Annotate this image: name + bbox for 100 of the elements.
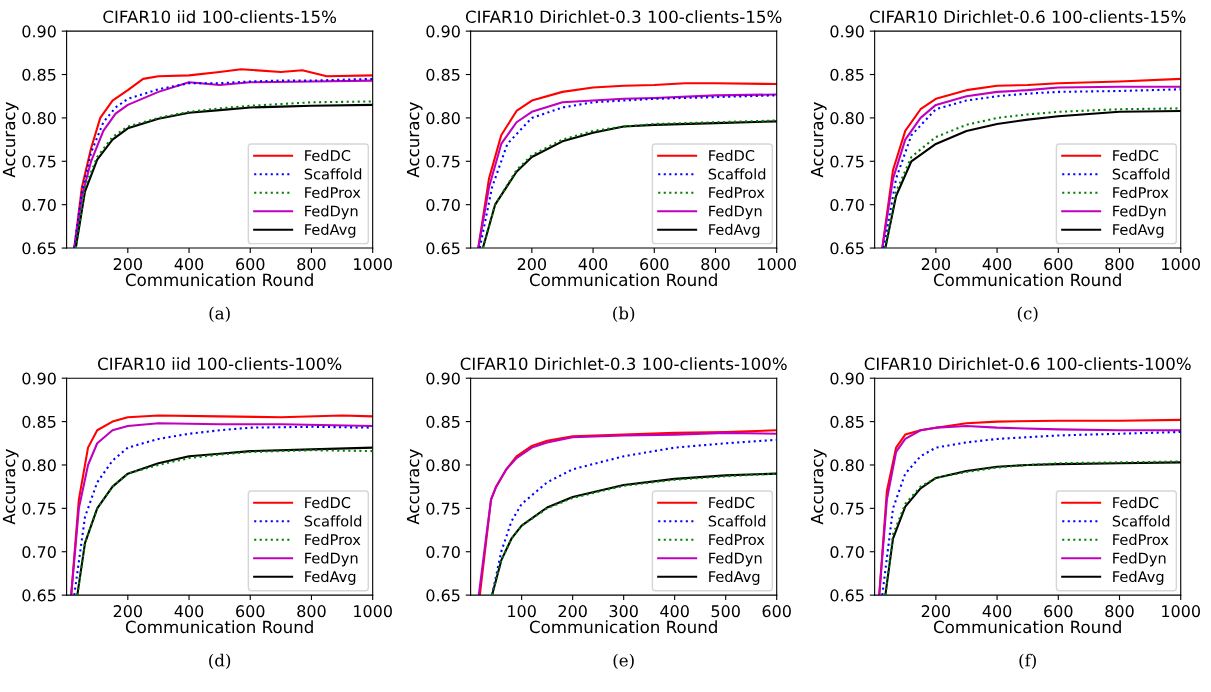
legend-label: FedDyn bbox=[709, 205, 762, 220]
y-tick-label: 0.90 bbox=[426, 25, 460, 38]
legend-label: FedAvg bbox=[1113, 570, 1164, 585]
legend-label: FedDyn bbox=[1113, 205, 1166, 220]
y-axis-title: Accuracy bbox=[810, 102, 827, 178]
y-tick-label: 0.90 bbox=[426, 372, 460, 385]
y-tick-label: 0.70 bbox=[22, 545, 56, 559]
x-tick-label: 1000 bbox=[1162, 605, 1200, 618]
y-tick-label: 0.65 bbox=[22, 589, 56, 602]
legend-label: Scaffold bbox=[708, 515, 766, 527]
legend-label: Scaffold bbox=[708, 168, 766, 180]
legend-label: FedDC bbox=[709, 496, 755, 509]
x-tick-label: 600 bbox=[762, 605, 791, 618]
x-tick-label: 400 bbox=[578, 258, 608, 271]
x-tick-label: 200 bbox=[921, 258, 951, 271]
y-tick-label: 0.85 bbox=[426, 68, 460, 81]
legend-label: FedDC bbox=[305, 496, 351, 509]
y-axis-title: Accuracy bbox=[406, 102, 423, 178]
legend-label: FedProx bbox=[305, 186, 361, 199]
y-tick-label: 0.80 bbox=[426, 112, 460, 125]
text: (c) bbox=[1017, 306, 1038, 322]
x-tick-label: 600 bbox=[640, 258, 669, 271]
y-tick-label: 0.85 bbox=[830, 415, 864, 428]
x-tick-label: 200 bbox=[113, 258, 142, 271]
y-tick-label: 0.65 bbox=[22, 242, 56, 255]
x-tick-label: 1000 bbox=[1162, 258, 1200, 271]
x-tick-label: 400 bbox=[660, 605, 689, 618]
x-tick-label: 400 bbox=[982, 258, 1012, 271]
text: (a) bbox=[209, 306, 230, 322]
legend-label: FedAvg bbox=[709, 570, 760, 585]
x-axis-title: Communication Round bbox=[933, 620, 1121, 634]
legend-label: FedProx bbox=[709, 186, 765, 199]
y-tick-label: 0.70 bbox=[22, 198, 56, 211]
legend-label: FedProx bbox=[709, 533, 765, 546]
legend-label: FedProx bbox=[1113, 533, 1169, 546]
text: (d) bbox=[209, 653, 231, 669]
x-tick-label: 800 bbox=[297, 258, 326, 271]
x-axis-title: Communication Round bbox=[933, 273, 1121, 287]
y-tick-label: 0.75 bbox=[426, 155, 460, 168]
y-tick-label: 0.85 bbox=[22, 415, 56, 428]
y-tick-label: 0.90 bbox=[22, 372, 56, 385]
x-tick-label: 500 bbox=[711, 605, 740, 618]
x-tick-label: 300 bbox=[609, 605, 638, 618]
y-tick-label: 0.75 bbox=[830, 155, 864, 168]
x-axis-title: Communication Round bbox=[125, 273, 313, 287]
y-tick-label: 0.80 bbox=[22, 112, 56, 125]
y-tick-label: 0.65 bbox=[830, 242, 864, 255]
x-tick-label: 400 bbox=[982, 605, 1012, 618]
x-tick-label: 200 bbox=[113, 605, 142, 618]
chart-title: CIFAR10 Dirichlet-0.6 100-clients-15% bbox=[869, 10, 1186, 24]
y-axis-title: Accuracy bbox=[406, 449, 423, 525]
text: (f) bbox=[1019, 653, 1036, 669]
legend-label: FedAvg bbox=[1113, 223, 1164, 238]
y-tick-label: 0.85 bbox=[22, 68, 56, 81]
x-tick-label: 400 bbox=[174, 258, 204, 271]
x-tick-label: 1000 bbox=[758, 258, 796, 271]
legend-label: FedProx bbox=[1113, 186, 1169, 199]
y-tick-label: 0.75 bbox=[22, 155, 56, 168]
x-tick-label: 100 bbox=[508, 605, 536, 618]
legend-label: FedAvg bbox=[709, 223, 760, 238]
x-tick-label: 400 bbox=[174, 605, 204, 618]
y-tick-label: 0.90 bbox=[22, 25, 56, 38]
y-tick-label: 0.85 bbox=[426, 415, 460, 428]
y-tick-label: 0.65 bbox=[830, 589, 864, 602]
legend-label: FedDC bbox=[1113, 496, 1159, 509]
x-axis-title: Communication Round bbox=[125, 620, 313, 634]
chart-title: CIFAR10 Dirichlet-0.3 100-clients-15% bbox=[465, 10, 782, 24]
y-tick-label: 0.70 bbox=[830, 198, 864, 211]
chart-title: CIFAR10 iid 100-clients-100% bbox=[97, 357, 342, 371]
y-tick-label: 0.75 bbox=[426, 502, 460, 515]
y-axis-title: Accuracy bbox=[2, 449, 19, 525]
x-tick-label: 600 bbox=[1044, 258, 1073, 271]
legend-label: FedDC bbox=[305, 149, 351, 162]
text: (e) bbox=[613, 653, 634, 669]
x-tick-label: 1000 bbox=[354, 605, 392, 618]
legend-label: FedDyn bbox=[305, 552, 358, 567]
x-axis-title: Communication Round bbox=[529, 273, 717, 287]
legend-label: Scaffold bbox=[1112, 515, 1170, 527]
x-tick-label: 800 bbox=[1105, 605, 1134, 618]
y-tick-label: 0.80 bbox=[830, 459, 864, 472]
chart-title: CIFAR10 Dirichlet-0.3 100-clients-100% bbox=[460, 357, 787, 371]
y-tick-label: 0.75 bbox=[22, 502, 56, 515]
legend-label: FedDyn bbox=[709, 552, 762, 567]
legend-label: FedDyn bbox=[305, 205, 358, 220]
x-tick-label: 600 bbox=[236, 605, 265, 618]
x-axis-title: Communication Round bbox=[529, 620, 717, 634]
y-tick-label: 0.70 bbox=[426, 545, 460, 559]
chart-title: CIFAR10 iid 100-clients-15% bbox=[103, 10, 337, 24]
legend-label: Scaffold bbox=[1112, 168, 1170, 180]
x-tick-label: 200 bbox=[517, 258, 547, 271]
y-axis-title: Accuracy bbox=[810, 449, 827, 525]
legend-label: FedDC bbox=[709, 149, 755, 162]
y-tick-label: 0.80 bbox=[830, 112, 864, 125]
y-tick-label: 0.65 bbox=[426, 589, 460, 602]
y-tick-label: 0.90 bbox=[830, 372, 864, 385]
x-tick-label: 800 bbox=[1105, 258, 1134, 271]
chart-title: CIFAR10 Dirichlet-0.6 100-clients-100% bbox=[864, 357, 1191, 371]
legend-label: Scaffold bbox=[304, 168, 362, 180]
legend-label: FedDC bbox=[1113, 149, 1159, 162]
x-tick-label: 600 bbox=[1044, 605, 1073, 618]
